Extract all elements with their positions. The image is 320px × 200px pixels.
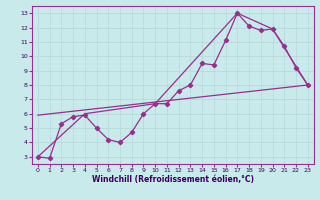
X-axis label: Windchill (Refroidissement éolien,°C): Windchill (Refroidissement éolien,°C) [92,175,254,184]
